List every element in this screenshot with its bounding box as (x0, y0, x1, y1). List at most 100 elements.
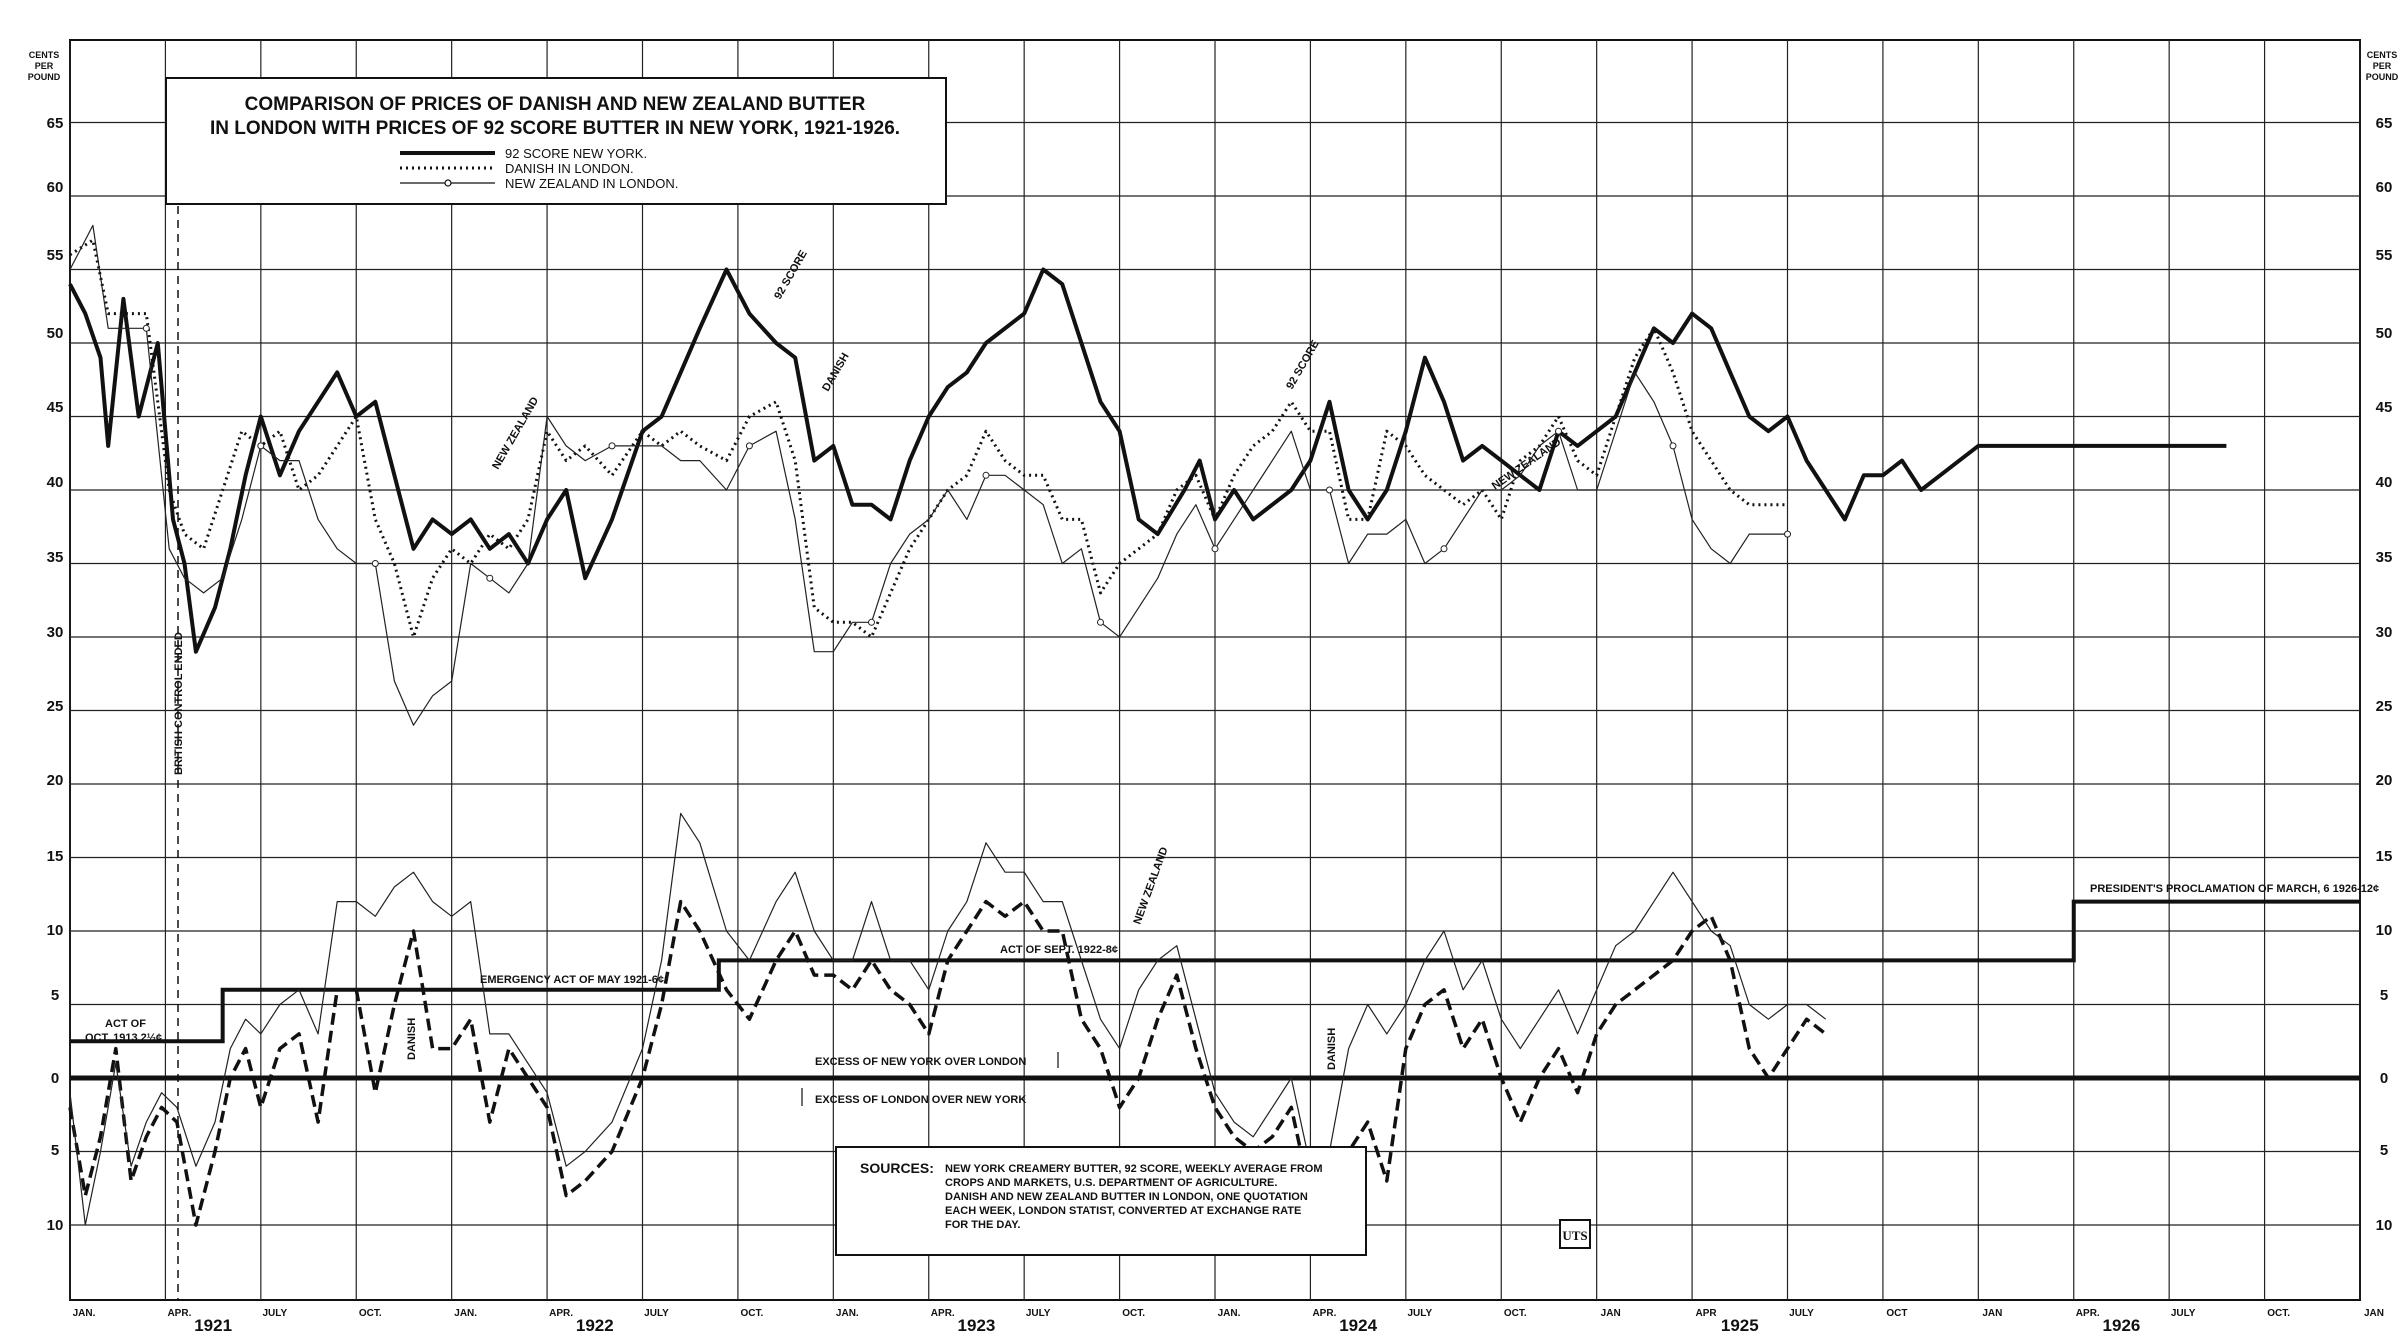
x-axis-labels: JAN. APR. JULY OCT. JAN. APR. JULY OCT. JAN. APR.… (73, 1308, 2384, 1334)
series-ny-92-score (68, 267, 2227, 654)
x-month-21: APR. (2076, 1308, 2100, 1319)
y-tick-right-4: 45 (2376, 399, 2393, 416)
y-tick-lower-right-3: 0 (2380, 1070, 2388, 1087)
nz-marker (982, 471, 990, 479)
y-tick-left-11: 10 (47, 922, 64, 939)
y-tick-lower-left-4: 5 (51, 1142, 59, 1159)
y-tick-right-12: 5 (2380, 987, 2388, 1004)
x-month-3: OCT. (359, 1308, 382, 1319)
y-tick-right-11: 10 (2376, 922, 2393, 939)
x-month-7: OCT. (741, 1308, 764, 1319)
nz-marker (868, 618, 875, 626)
british-control-label: BRITISH CONTROL ENDED (173, 632, 185, 775)
excess-ny-label: EXCESS OF NEW YORK OVER LONDON (815, 1056, 1026, 1068)
x-month-11: OCT. (1122, 1308, 1145, 1319)
uts-logo: UTS (1559, 1219, 1591, 1249)
x-month-2: JULY (263, 1308, 288, 1319)
y-tick-right-5: 40 (2376, 474, 2393, 491)
proclamation-label: PRESIDENT'S PROCLAMATION OF MARCH, 6 192… (2090, 883, 2379, 895)
svg-text:CENTS: CENTS (2367, 50, 2398, 60)
y-tick-left-10: 15 (47, 848, 64, 865)
x-year-1925: 1925 (1721, 1316, 1759, 1334)
y-tick-left-9: 20 (47, 772, 64, 789)
sources-box: SOURCES: NEW YORK CREAMERY BUTTER, 92 SC… (835, 1146, 1367, 1256)
x-month-9: APR. (931, 1308, 955, 1319)
nz-marker (1669, 442, 1677, 450)
y-tick-right-6: 35 (2376, 549, 2393, 566)
nz-marker (1326, 486, 1333, 494)
series-new-zealand-london (69, 224, 1788, 726)
nz-marker (1440, 545, 1448, 553)
sources-line-2: CROPS AND MARKETS, U.S. DEPARTMENT OF AG… (945, 1177, 1277, 1189)
y-tick-left-4: 45 (47, 399, 64, 416)
legend-label-ny: 92 SCORE NEW YORK. (505, 146, 647, 161)
y-tick-lower-right-4: 5 (2380, 1142, 2388, 1159)
y-tick-right-10: 15 (2376, 848, 2393, 865)
act-1913-label-1: ACT OF (105, 1018, 146, 1030)
nz-marker (1555, 427, 1562, 435)
y-unit-right: CENTS PER POUND (2366, 50, 2399, 82)
sources-line-1: NEW YORK CREAMERY BUTTER, 92 SCORE, WEEK… (945, 1163, 1323, 1175)
legend-marker-nz (444, 179, 452, 187)
nz-marker (371, 560, 379, 567)
series-excess-danish (68, 899, 1827, 1227)
act-1922-label: ACT OF SEPT. 1922-8¢ (1000, 944, 1118, 956)
x-month-24: JAN (2364, 1308, 2384, 1319)
x-year-1924: 1924 (1339, 1316, 1377, 1334)
grid-lines (69, 40, 2361, 1300)
sources-line-3: DANISH AND NEW ZEALAND BUTTER IN LONDON,… (945, 1191, 1308, 1203)
x-month-13: APR. (1312, 1308, 1336, 1319)
x-month-1: APR. (167, 1308, 191, 1319)
x-month-14: JULY (1408, 1308, 1433, 1319)
x-year-1923: 1923 (958, 1316, 996, 1334)
excess-london-label: EXCESS OF LONDON OVER NEW YORK (815, 1094, 1026, 1106)
x-month-12: JAN. (1218, 1308, 1241, 1319)
svg-text:PER: PER (35, 61, 54, 71)
svg-text:UTS: UTS (1562, 1228, 1587, 1243)
nz-marker (142, 324, 150, 332)
legend-title-box: COMPARISON OF PRICES OF DANISH AND NEW Z… (165, 77, 947, 205)
svg-text:PER: PER (2373, 61, 2392, 71)
y-tick-right-1: 60 (2376, 179, 2393, 196)
y-tick-left-3: 50 (47, 325, 64, 342)
x-month-6: JULY (644, 1308, 669, 1319)
sources-line-4: EACH WEEK, LONDON STATIST, CONVERTED AT … (945, 1205, 1301, 1217)
x-month-8: JAN. (836, 1308, 859, 1319)
svg-text:CENTS: CENTS (29, 50, 60, 60)
y-tick-lower-left-5: 10 (47, 1217, 64, 1234)
y-tick-left-5: 40 (47, 474, 64, 491)
y-tick-left-2: 55 (47, 247, 64, 264)
nz-marker (1097, 618, 1104, 626)
x-month-23: OCT. (2267, 1308, 2290, 1319)
y-tick-right-2: 55 (2376, 247, 2393, 264)
x-year-1922: 1922 (576, 1316, 614, 1334)
y-tick-lower-left-3: 0 (51, 1070, 59, 1087)
emergency-act-label: EMERGENCY ACT OF MAY 1921-6¢ (480, 974, 664, 986)
series-excess-new-zealand (69, 812, 1827, 1226)
legend-label-danish: DANISH IN LONDON. (505, 161, 634, 176)
y-tick-left-8: 25 (47, 698, 64, 715)
nz-marker (745, 442, 753, 450)
label-danish-lower-b: DANISH (1326, 1028, 1338, 1070)
y-tick-right-8: 25 (2376, 698, 2393, 715)
sources-line-5: FOR THE DAY. (945, 1219, 1020, 1231)
chart-title-line-1: COMPARISON OF PRICES OF DANISH AND NEW Z… (245, 94, 866, 115)
sources-heading: SOURCES: (860, 1160, 934, 1176)
y-tick-left-12: 5 (51, 987, 59, 1004)
x-month-4: JAN. (454, 1308, 477, 1319)
svg-text:POUND: POUND (2366, 72, 2399, 82)
nz-marker (1784, 530, 1791, 538)
x-month-18: JULY (1789, 1308, 1814, 1319)
x-year-1926: 1926 (2103, 1316, 2141, 1334)
y-tick-right-9: 20 (2376, 772, 2393, 789)
y-tick-right-7: 30 (2376, 624, 2393, 641)
x-month-0: JAN. (73, 1308, 96, 1319)
x-month-16: JAN (1601, 1308, 1621, 1319)
nz-marker (486, 574, 494, 582)
x-year-1921: 1921 (194, 1316, 232, 1334)
x-month-20: JAN (1982, 1308, 2002, 1319)
y-tick-left-0: 65 (47, 115, 64, 132)
legend-label-nz: NEW ZEALAND IN LONDON. (505, 176, 678, 191)
